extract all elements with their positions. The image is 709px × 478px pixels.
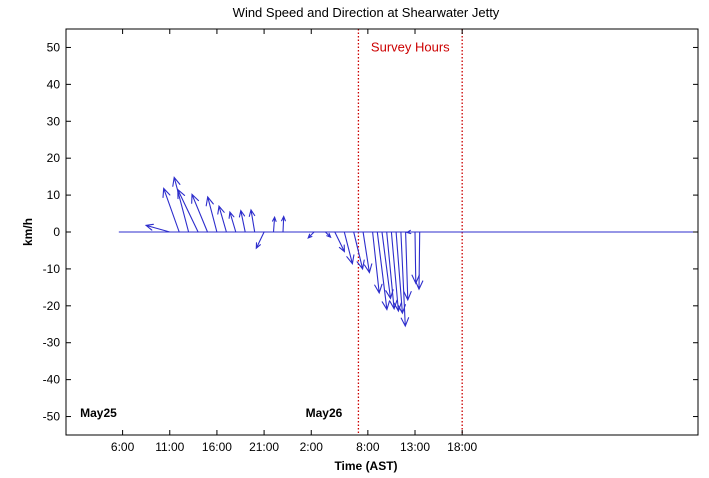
wind-vector — [162, 187, 180, 233]
wind-vector — [172, 176, 190, 233]
y-tick-label: 30 — [47, 114, 61, 128]
wind-vector — [400, 231, 410, 328]
wind-vector — [343, 231, 355, 266]
y-tick-label: 20 — [47, 151, 61, 165]
wind-vector — [144, 223, 171, 233]
wind-vector — [324, 231, 332, 239]
y-tick-label: -20 — [43, 299, 61, 313]
x-tick-label: 13:00 — [400, 440, 430, 454]
wind-vector — [376, 231, 391, 311]
wind-vector — [353, 231, 365, 271]
wind-vector — [238, 209, 246, 233]
y-tick-label: 50 — [47, 40, 61, 54]
wind-vector — [177, 188, 199, 233]
axes: 50 40 30 20 10 0 -10 -20 -30 -40 -50 6:00 11:00 16:00… — [43, 29, 698, 454]
wind-vector — [334, 231, 345, 253]
y-tick-label: 0 — [53, 225, 60, 239]
wind-vector — [205, 195, 218, 233]
x-tick-label: 2:00 — [300, 440, 324, 454]
wind-vector — [362, 231, 373, 274]
wind-vector — [191, 193, 209, 233]
y-tick-label: -10 — [43, 262, 61, 276]
day-label: May25 — [80, 406, 117, 420]
wind-vector — [386, 231, 398, 311]
wind-vector — [228, 210, 237, 233]
wind-vector — [217, 204, 227, 233]
y-tick-label: -40 — [43, 373, 61, 387]
wind-vector — [372, 231, 383, 295]
wind-vector — [271, 215, 277, 233]
x-tick-label: 18:00 — [447, 440, 477, 454]
wind-vector — [411, 231, 420, 285]
wind-vector — [281, 215, 286, 233]
x-tick-label: 21:00 — [249, 440, 279, 454]
wind-vector — [403, 231, 412, 302]
wind-vector — [248, 208, 256, 233]
survey-hours-label: Survey Hours — [371, 39, 450, 54]
wind-vectors — [144, 176, 424, 328]
wind-vector — [390, 231, 402, 313]
wind-vector — [414, 231, 424, 291]
y-tick-label: 40 — [47, 77, 61, 91]
chart-title: Wind Speed and Direction at Shearwater J… — [233, 5, 500, 20]
wind-vector — [307, 231, 315, 239]
wind-vector — [405, 229, 412, 235]
x-tick-label: 6:00 — [111, 440, 135, 454]
x-tick-label: 11:00 — [155, 440, 184, 454]
y-tick-label: 10 — [47, 188, 61, 202]
wind-vector — [255, 231, 265, 250]
x-tick-label: 8:00 — [356, 440, 380, 454]
x-axis-label: Time (AST) — [334, 459, 397, 473]
y-axis-label: km/h — [21, 218, 35, 246]
y-tick-label: -30 — [43, 336, 61, 350]
day-label: May26 — [306, 406, 343, 420]
x-tick-label: 16:00 — [202, 440, 232, 454]
y-tick-label: -50 — [43, 410, 61, 424]
